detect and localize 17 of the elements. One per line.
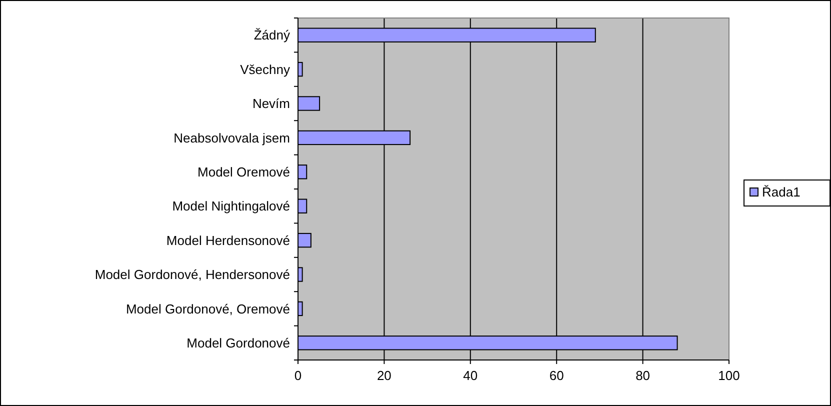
x-tick-label: 100: [718, 368, 740, 383]
y-tick-label: Model Herdensonové: [166, 232, 290, 248]
y-tick-label: Model Oremové: [198, 164, 290, 180]
y-tick-label: Model Gordonové, Oremové: [126, 301, 290, 316]
x-tick-label: 80: [636, 368, 650, 383]
legend-label: Řada1: [762, 184, 800, 200]
x-tick-label: 20: [376, 368, 392, 383]
x-tick-label: 60: [549, 368, 564, 383]
x-tick-label: 40: [463, 368, 478, 383]
y-tick-label: Všechny: [240, 62, 290, 77]
y-tick-label: Neabsolvovala jsem: [174, 130, 290, 146]
y-tick-label: Model Gordonové: [186, 335, 290, 350]
y-tick-label: Žádný: [254, 28, 290, 43]
y-tick-label: Nevím: [252, 96, 290, 112]
y-tick-label: Model Nightingalové: [172, 198, 290, 214]
x-tick-label: 0: [294, 368, 302, 383]
y-tick-label: Model Gordonové, Hendersonové: [94, 267, 290, 282]
